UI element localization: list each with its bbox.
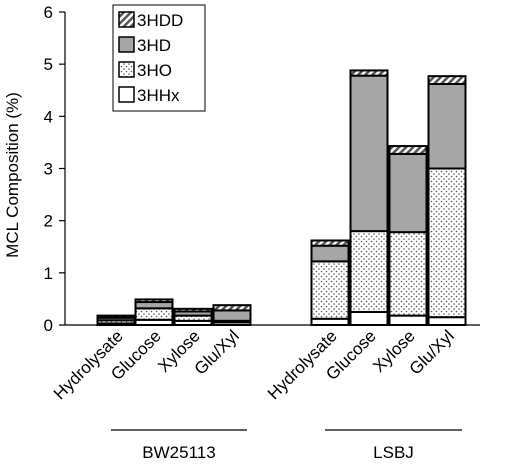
bar-segment-3hdd-8 [427, 75, 467, 85]
y-tick-label: 5 [44, 55, 53, 74]
bar-segment-3hd-5 [310, 244, 350, 263]
legend-label: 3HHx [137, 86, 180, 105]
group-label: LSBJ [373, 443, 414, 462]
bar-segment-3hdd-1 [96, 314, 136, 319]
bar-segment-3ho-5 [310, 260, 350, 320]
bar-segment-3hd-7 [388, 152, 428, 234]
bar-segment-3hdd-2 [134, 298, 174, 304]
y-tick-label: 1 [44, 264, 53, 283]
bar-segment-3ho-2 [134, 307, 174, 321]
bar-segment-3hhx-6 [349, 310, 389, 327]
legend-label: 3HO [137, 61, 172, 80]
bar-segment-3hdd-5 [310, 239, 350, 247]
bar-segment-3hdd-3 [173, 307, 213, 313]
legend-swatch-3ho [118, 61, 135, 78]
bar-segment-3hd-6 [349, 74, 389, 233]
y-tick-label: 6 [44, 3, 53, 22]
bar-segment-3hd-8 [427, 82, 467, 170]
bar-segment-3ho-8 [427, 167, 467, 319]
bar-segment-3hdd-7 [388, 145, 428, 155]
category-label: Glu/Xyl [406, 326, 458, 378]
bars [96, 69, 467, 327]
legend-label: 3HDD [137, 11, 183, 30]
legend: 3HDD 3HD 3HO 3HHx [112, 4, 206, 112]
y-tick-label: 3 [44, 160, 53, 179]
category-label: Glu/Xyl [191, 326, 243, 378]
y-tick-label: 4 [44, 107, 53, 126]
bar-segment-3hhx-8 [427, 316, 467, 326]
y-axis-ticks: 0 1 2 3 4 5 6 [44, 3, 65, 335]
bar-segment-3ho-7 [388, 231, 428, 317]
legend-swatch-3hdd [118, 11, 135, 28]
bar-segment-3hdd-6 [349, 69, 389, 77]
y-tick-label: 2 [44, 212, 53, 231]
group-labels: BW25113 LSBJ [111, 429, 462, 462]
bar-segment-3ho-6 [349, 230, 389, 313]
legend-swatch-3hhx [118, 86, 135, 103]
legend-swatch-3hd [118, 36, 135, 53]
bar-segment-3hhx-7 [388, 314, 428, 326]
bar-segment-3hd-4 [212, 309, 252, 322]
group-label: BW25113 [142, 443, 215, 462]
y-tick-label: 0 [44, 316, 53, 335]
y-axis-label: MCL Composition (%) [3, 92, 22, 258]
legend-label: 3HD [137, 36, 171, 55]
bar-segment-3hdd-4 [212, 304, 252, 312]
